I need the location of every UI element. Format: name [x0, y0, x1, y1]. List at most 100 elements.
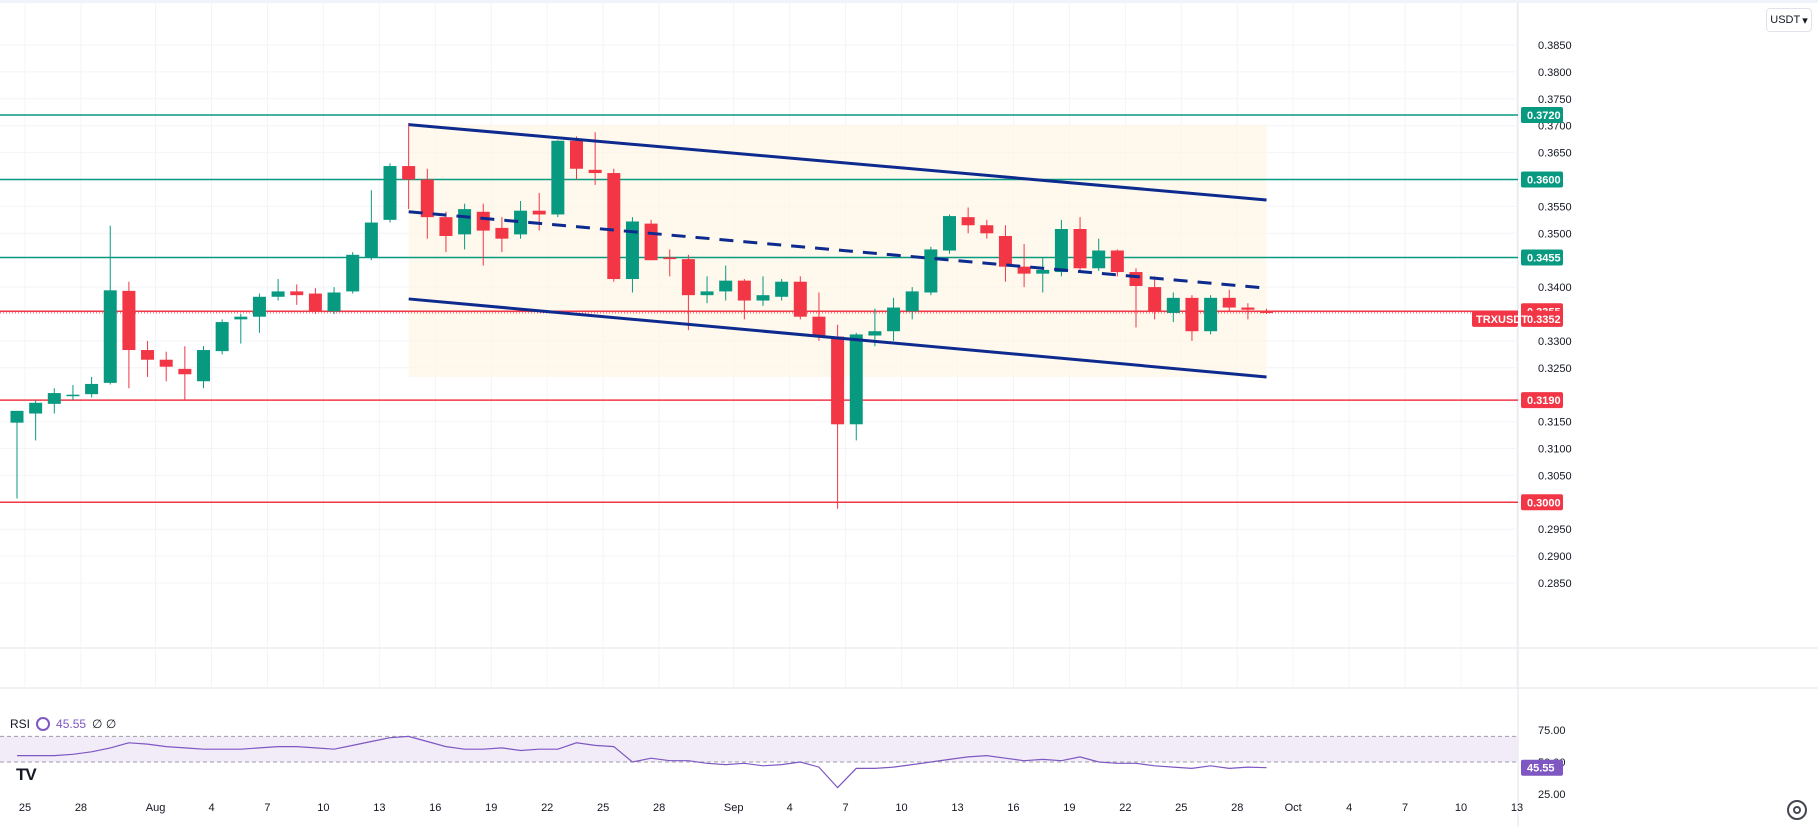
candle-body [29, 402, 43, 414]
candle-body [625, 221, 639, 280]
level-price-tag [1521, 494, 1563, 511]
time-tick-label: 19 [485, 802, 497, 814]
level-price-tag [1521, 171, 1563, 188]
candle-body [1054, 228, 1068, 273]
price-tick-label: 0.3800 [1538, 67, 1572, 79]
price-tick-label: 0.3700 [1538, 121, 1572, 133]
candle-body [402, 166, 416, 180]
candle-body [812, 316, 826, 336]
candle-body [644, 223, 658, 261]
settings-gear-icon[interactable] [1787, 800, 1807, 820]
candle-body [1073, 228, 1087, 269]
candle [364, 190, 378, 261]
candle [551, 140, 565, 218]
candle [178, 346, 192, 401]
candle-body [1204, 297, 1218, 332]
candle-body [66, 394, 80, 397]
time-tick-label: 28 [1231, 802, 1243, 814]
candle [681, 254, 695, 331]
last-price-tag-text: 0.3352 [1527, 314, 1561, 326]
rsi-value-tag-text: 45.55 [1527, 763, 1555, 775]
candle-body [868, 331, 882, 336]
candle [998, 225, 1012, 282]
candle-body [383, 166, 397, 220]
time-tick-label: 7 [843, 802, 849, 814]
price-tick-label: 0.3300 [1538, 336, 1572, 348]
rsi-extra-values: ∅ ∅ [92, 717, 117, 731]
time-tick-label: 13 [951, 802, 963, 814]
candle [961, 207, 975, 234]
candle-body [831, 336, 845, 425]
time-tick-label: 13 [373, 802, 385, 814]
time-tick-label: 4 [787, 802, 793, 814]
candle-body [308, 293, 322, 312]
time-tick-label: 7 [264, 802, 270, 814]
price-tick-label: 0.2900 [1538, 551, 1572, 563]
candle [1204, 295, 1218, 335]
candle [737, 279, 751, 320]
candle [47, 388, 61, 414]
candle-body [346, 254, 360, 292]
level-price-tag-text: 0.3600 [1527, 175, 1561, 187]
level-price-tag [1521, 392, 1563, 409]
candle [1110, 249, 1124, 277]
rsi-value-tag [1521, 759, 1563, 776]
candle [252, 293, 266, 333]
candle-body [122, 290, 136, 351]
candle-body [756, 295, 770, 301]
candle-body [737, 280, 751, 301]
time-tick-label: 28 [653, 802, 665, 814]
price-tick-label: 0.3500 [1538, 228, 1572, 240]
candle [308, 288, 322, 314]
candle-body [681, 259, 695, 296]
candle [327, 287, 341, 314]
candle-body [1017, 266, 1031, 274]
candle-body [663, 257, 677, 260]
rsi-indicator-name[interactable]: RSI [10, 717, 31, 731]
candle [495, 217, 509, 253]
price-axis[interactable]: 0.3850 0.3800 0.3750 0.3700 0.3650 0.3550 0.35… [1472, 40, 1572, 801]
candle-body [1185, 297, 1199, 332]
candle-body [570, 140, 583, 169]
candle-body [1148, 287, 1162, 312]
candle-body [178, 368, 192, 375]
candle-body [532, 210, 546, 215]
channel-lower-line [408, 297, 1267, 379]
candle [1222, 289, 1236, 312]
candle-body [103, 290, 117, 383]
rsi-value: 45.55 [56, 717, 87, 731]
price-tick-label: 0.3650 [1538, 148, 1572, 160]
time-tick-label: 25 [1175, 802, 1187, 814]
price-tick-label: 0.3750 [1538, 94, 1572, 106]
indicator-settings-icon[interactable] [36, 717, 51, 731]
level-price-tag-text: 0.3000 [1527, 497, 1561, 509]
rsi-pane [0, 735, 1518, 789]
candle-body [495, 227, 509, 239]
candle [625, 217, 639, 293]
candle [29, 400, 43, 441]
candle [663, 249, 677, 277]
price-tick-label: 0.3150 [1538, 417, 1572, 429]
candle [570, 136, 583, 180]
candle [905, 287, 919, 320]
time-axis[interactable]: 25 28 Aug 4 7 10 13 16 19 22 25 28 Sep 4 7 10 13 16 19 22 25… [19, 802, 1523, 814]
candle [1241, 303, 1255, 320]
tradingview-logo[interactable]: TV [16, 765, 37, 784]
candle-body [252, 296, 266, 317]
candle-body [271, 291, 285, 297]
channel-upper-line [408, 123, 1267, 202]
candle-body [905, 291, 919, 312]
currency-selector-button[interactable]: USDT ▾ [1766, 8, 1812, 32]
candle [849, 332, 863, 441]
candle [719, 265, 733, 301]
candle [476, 203, 490, 266]
candle-body [141, 350, 155, 360]
candles-layer [10, 123, 1274, 509]
candle-body [458, 209, 472, 235]
rsi-line [17, 735, 1267, 789]
candle-body [327, 292, 341, 312]
time-tick-label: 25 [19, 802, 31, 814]
candle-body [588, 169, 602, 174]
candle-body [1110, 250, 1124, 273]
